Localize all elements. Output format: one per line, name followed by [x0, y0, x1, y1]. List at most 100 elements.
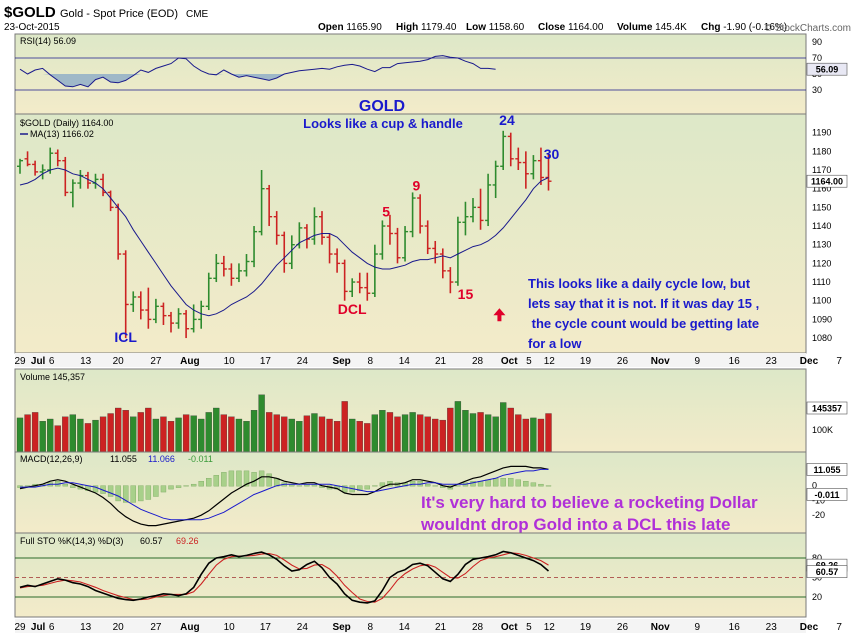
price-bar [326, 233, 333, 264]
macd-histogram-bar [372, 485, 378, 487]
volume-bar [258, 394, 265, 453]
rsi-series: 56.09 [19, 55, 848, 88]
date-tick-label: 13 [80, 622, 92, 633]
rsi-last-tag [806, 62, 848, 76]
volume-bar [265, 412, 273, 453]
macd-histogram-bar [500, 478, 506, 487]
price-tick-label: 1170 [812, 165, 831, 175]
volume-bar [537, 418, 545, 453]
macd-histogram-bar [236, 470, 242, 487]
price-bar [530, 155, 537, 180]
volume-bar [250, 410, 258, 453]
macd-panel: 100-10-20 11.055-0.011 MACD(12,26,9) 11.… [14, 451, 848, 534]
ohlc-open: Open 1165.90 [318, 22, 382, 33]
price-bar [152, 298, 159, 324]
date-tick-label: 8 [368, 622, 374, 633]
price-bar [62, 156, 69, 197]
volume-bar [220, 414, 228, 453]
date-label: 23-Oct-2015 [4, 22, 60, 33]
macd-histogram-bar [24, 485, 31, 487]
price-tick-label: 1100 [812, 296, 831, 306]
volume-bar [364, 423, 371, 453]
volume-bar [160, 416, 167, 453]
volume-bar [507, 407, 514, 453]
date-tick-label: Sep [332, 622, 350, 633]
sto-series: 69.2660.57 [19, 550, 848, 604]
price-bar [349, 278, 356, 297]
volume-bar [515, 414, 522, 453]
volume-bar [386, 412, 394, 453]
date-tick-label: 6 [49, 622, 55, 633]
volume-bar [92, 419, 99, 453]
date-tick-label: 6 [49, 356, 55, 367]
volume-bar [167, 421, 175, 453]
macd-histogram-bar [485, 479, 491, 487]
sto-tick-label: 80 [812, 553, 822, 563]
price-bar [402, 226, 409, 262]
cycle-note: This looks like a daily cycle low, but le… [528, 276, 759, 351]
date-tick-label: 27 [150, 622, 162, 633]
date-tick-label: Dec [800, 356, 819, 367]
macd-histogram-bar [296, 485, 303, 487]
macd-histogram-bar [92, 485, 99, 493]
ohlc-high: High 1179.40 [396, 22, 457, 33]
macd-histogram-bar [258, 470, 265, 487]
rsi-oversold-fill [20, 74, 496, 87]
volume-bar [545, 413, 552, 453]
macd-histogram-bar [206, 478, 212, 487]
date-tick-label: 10 [224, 622, 236, 633]
price-bar [235, 263, 242, 283]
price-series: 1164.00 [17, 130, 848, 339]
ma-line [19, 167, 549, 317]
macd-last-tag [806, 463, 848, 476]
volume-bar [439, 419, 446, 453]
volume-bar [303, 415, 311, 453]
date-tick-label: Nov [651, 356, 670, 367]
date-tick-label: 7 [836, 356, 842, 367]
volume-bar [47, 418, 54, 453]
source-label: © StockCharts.com [765, 23, 851, 34]
volume-bar [401, 414, 409, 453]
date-axis-band [15, 353, 806, 367]
volume-bar [39, 421, 46, 453]
dollar-note: It's very hard to believe a rocketing Do… [420, 493, 758, 534]
macd-histogram-bar [364, 485, 370, 490]
date-tick-label: 19 [580, 622, 592, 633]
date-tick-label: 13 [80, 356, 92, 367]
date-tick-label: 17 [260, 622, 272, 633]
volume-bar [205, 412, 212, 453]
price-bar [500, 130, 507, 171]
annotation-label: DCL [338, 301, 367, 317]
macd-histogram-bar [115, 485, 121, 502]
sto-legend-d: 69.26 [176, 536, 199, 546]
ohlc-volume: Volume 145.4K [617, 22, 687, 33]
price-bar [470, 198, 476, 223]
macd-histogram-bar [508, 478, 514, 487]
price-bar [432, 240, 439, 264]
price-bar [319, 211, 325, 245]
price-bar [160, 302, 167, 325]
volume-bar [115, 407, 122, 453]
macd-histogram-bar [190, 483, 197, 487]
macd-series: 11.055 -0.011 [17, 463, 848, 527]
price-legend: $GOLD (Daily) 1164.00 MA(13) 1166.02 [20, 118, 113, 139]
volume-bar [447, 407, 454, 453]
price-bar [198, 300, 205, 329]
volume-bar [341, 401, 348, 453]
price-bar [213, 254, 220, 283]
price-bar [130, 291, 137, 312]
macd-histogram-bar [160, 485, 167, 493]
rsi-last-tag-label: 56.09 [816, 65, 839, 75]
volume-bar [137, 412, 144, 453]
annotation-label: 30 [544, 146, 560, 162]
price-bar [183, 310, 190, 339]
volume-bar [469, 413, 477, 453]
macd-legend: MACD(12,26,9) 11.055 11.066 -0.011 [20, 454, 213, 464]
date-tick-label: Nov [651, 622, 670, 633]
price-bar [24, 151, 31, 167]
volume-bar [424, 416, 431, 453]
price-bar [379, 220, 386, 260]
volume-bar [484, 414, 492, 453]
sto-legend: Full STO %K(14,3) %D(3) 60.57 69.26 [20, 536, 199, 546]
volume-bar [326, 418, 333, 453]
